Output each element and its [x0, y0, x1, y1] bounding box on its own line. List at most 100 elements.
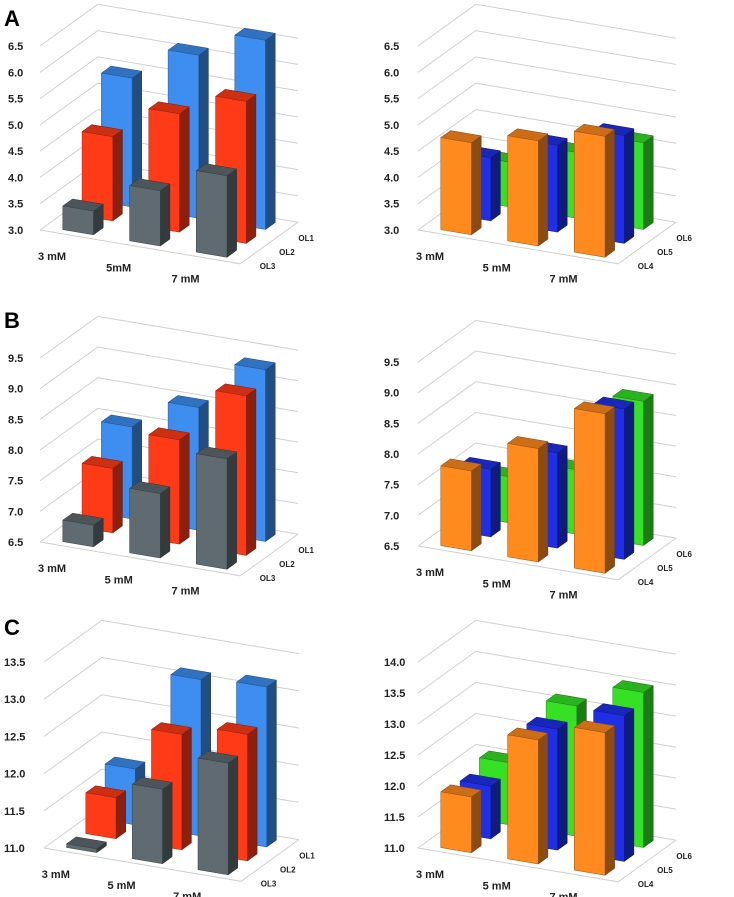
y-tick-label: 8.0 [384, 449, 399, 461]
gridline [43, 656, 299, 700]
gridline [417, 82, 677, 126]
y-tick-label: 12.5 [384, 750, 405, 762]
y-tick-label: 5.0 [384, 120, 399, 132]
x-tick-label: 7 mM [173, 891, 201, 897]
y-tick-label: 8.5 [384, 418, 399, 430]
bar-ol2-1 [81, 124, 124, 222]
bar-ol4-1 [440, 130, 482, 236]
series-label: OL1 [298, 234, 314, 243]
x-tick-label: 5 mM [107, 880, 135, 892]
bar-ol3-1 [62, 512, 104, 548]
bar-ol3-3 [197, 750, 239, 876]
series-label: OL5 [657, 564, 673, 573]
y-tick-label: 4.5 [384, 146, 399, 158]
series-label: OL6 [676, 234, 692, 243]
bar-ol4-2 [506, 727, 549, 865]
series-label: OL6 [676, 852, 692, 861]
y-tick-label: 6.0 [384, 67, 399, 79]
y-tick-label: 6.5 [384, 541, 399, 553]
y-tick-label: 3.0 [384, 225, 399, 237]
y-tick-label: 9.5 [384, 357, 399, 369]
chart-b-left: 6.5 7.0 7.5 8.0 8.5 9.0 9.5 3 mM 5 mM 7 mM OL3OL2O… [8, 315, 315, 598]
bar-ol4-2 [506, 128, 549, 247]
y-tick-label: 5.5 [8, 94, 23, 106]
series-label: OL1 [299, 852, 315, 861]
y-tick-label: 4.5 [8, 146, 23, 158]
y-tick-label: 5.0 [8, 120, 23, 132]
y-tick-label: 4.0 [8, 172, 23, 184]
y-tick-label: 3.5 [384, 199, 399, 211]
x-tick-label: 3 mM [42, 869, 70, 881]
y-tick-label: 8.0 [8, 445, 23, 457]
x-tick-label: 3 mM [38, 563, 66, 575]
x-tick-label: 7 mM [549, 274, 577, 286]
series-label: OL4 [638, 262, 654, 271]
series-label: OL1 [298, 546, 314, 555]
bar-ol4-3 [573, 401, 616, 574]
series-label: OL4 [638, 578, 654, 587]
series-label: OL3 [260, 262, 276, 271]
gridline [39, 3, 299, 47]
y-tick-label: 4.0 [384, 172, 399, 184]
chart-b-right: 6.5 7.0 7.5 8.0 8.5 9.0 9.5 3 mM 5 mM 7 mM OL4OL5O… [384, 319, 693, 602]
bar-ol2-1 [85, 785, 127, 840]
bar-ol3-3 [195, 163, 238, 258]
y-tick-label: 5.5 [384, 94, 399, 106]
y-tick-label: 12.0 [384, 781, 405, 793]
x-tick-label: 3 mM [38, 251, 66, 263]
y-tick-label: 6.5 [8, 41, 23, 53]
x-tick-label: 3 mM [416, 869, 444, 881]
series-label: OL5 [657, 866, 673, 875]
floor-edge [39, 221, 299, 265]
bar-ol3-2 [131, 777, 173, 865]
y-tick-label: 13.5 [384, 688, 405, 700]
y-tick-label: 13.0 [4, 694, 25, 706]
gridline [417, 650, 677, 694]
x-tick-label: 5mM [106, 262, 131, 274]
y-tick-label: 11.5 [384, 812, 405, 824]
gridline [39, 30, 299, 73]
y-tick-label: 14.0 [384, 657, 405, 669]
gridline [417, 30, 677, 73]
bar-ol4-3 [573, 123, 616, 258]
y-tick-label: 11.0 [384, 843, 405, 855]
bar-ol4-1 [440, 458, 482, 552]
y-tick-label: 9.5 [8, 353, 23, 365]
y-tick-label: 12.5 [4, 731, 25, 743]
panel-label-b: B [4, 308, 20, 333]
x-tick-label: 7 mM [549, 892, 577, 897]
series-label: OL2 [280, 866, 296, 875]
floor-edge [417, 537, 677, 581]
y-tick-label: 6.5 [8, 537, 23, 549]
x-tick-label: 5 mM [105, 574, 133, 586]
series-label: OL3 [260, 574, 276, 583]
gridline [43, 694, 299, 737]
y-tick-label: 3.0 [8, 225, 23, 237]
y-tick-label: 6.5 [384, 41, 399, 53]
floor-edge [417, 839, 677, 883]
gridline [417, 56, 677, 100]
gridline [39, 315, 299, 359]
gridline [417, 350, 677, 394]
chart-a-right: 3.03.54.04.55.05.56.06.53 mM5 mM7 mMOL4O… [384, 3, 693, 286]
x-tick-label: 5 mM [483, 880, 511, 892]
y-tick-label: 11.0 [4, 843, 25, 855]
y-tick-label: 7.0 [8, 506, 23, 518]
gridline [417, 319, 677, 363]
bar-ol4-2 [506, 436, 549, 563]
y-tick-label: 11.5 [4, 806, 25, 818]
x-tick-label: 3 mM [416, 567, 444, 579]
x-tick-label: 7 mM [171, 274, 199, 286]
floor-edge [417, 221, 677, 265]
y-tick-label: 7.5 [8, 476, 23, 488]
bar-ol4-3 [573, 720, 616, 876]
y-tick-label: 7.0 [384, 510, 399, 522]
chart-c-left: 11.011.512.012.513.013.53 mM5 mM7 mMOL3O… [4, 619, 315, 897]
series-label: OL2 [279, 560, 295, 569]
x-tick-label: 5 mM [483, 262, 511, 274]
series-label: OL3 [261, 879, 277, 888]
y-tick-label: 13.5 [4, 657, 25, 669]
gridline [417, 619, 677, 663]
bar-ol3-1 [65, 836, 108, 854]
